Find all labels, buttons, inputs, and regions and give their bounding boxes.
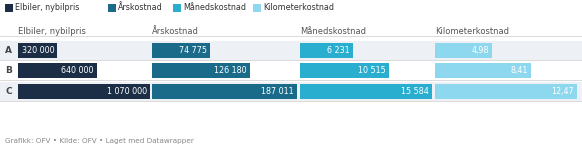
Bar xyxy=(5,4,13,12)
Bar xyxy=(435,84,577,99)
Bar xyxy=(0,41,582,60)
Text: Årskostnad: Årskostnad xyxy=(152,27,199,35)
Text: C: C xyxy=(5,87,12,96)
Bar xyxy=(152,84,297,99)
Text: 126 180: 126 180 xyxy=(214,66,247,75)
Text: 4,98: 4,98 xyxy=(471,46,489,55)
Bar xyxy=(152,63,250,78)
Bar xyxy=(0,82,582,101)
Text: Elbiler, nybilpris: Elbiler, nybilpris xyxy=(18,27,86,35)
Text: A: A xyxy=(5,46,12,55)
Text: 10 515: 10 515 xyxy=(359,66,386,75)
Text: Elbiler, nybilpris: Elbiler, nybilpris xyxy=(15,3,79,13)
Bar xyxy=(300,43,353,58)
Bar xyxy=(253,4,261,12)
Bar xyxy=(300,84,432,99)
Text: 12,47: 12,47 xyxy=(551,87,574,96)
Text: 187 011: 187 011 xyxy=(261,87,294,96)
Text: Grafikk: OFV • Kilde: OFV • Laget med Datawrapper: Grafikk: OFV • Kilde: OFV • Laget med Da… xyxy=(5,138,194,144)
Text: 1 070 000: 1 070 000 xyxy=(107,87,147,96)
Bar xyxy=(152,43,210,58)
Bar xyxy=(435,43,492,58)
Bar xyxy=(300,63,389,78)
Bar xyxy=(18,63,97,78)
Bar xyxy=(173,4,182,12)
Text: 74 775: 74 775 xyxy=(179,46,207,55)
Bar xyxy=(108,4,116,12)
Text: 8,41: 8,41 xyxy=(510,66,528,75)
Text: Månedskostnad: Månedskostnad xyxy=(183,3,246,13)
Text: 6 231: 6 231 xyxy=(327,46,350,55)
Bar xyxy=(18,43,58,58)
Text: 15 584: 15 584 xyxy=(401,87,429,96)
Bar xyxy=(18,84,150,99)
Text: Månedskostnad: Månedskostnad xyxy=(300,27,366,35)
Bar xyxy=(435,63,531,78)
Text: 640 000: 640 000 xyxy=(62,66,94,75)
Text: Årskostnad: Årskostnad xyxy=(118,3,163,13)
Text: B: B xyxy=(5,66,12,75)
Text: Kilometerkostnad: Kilometerkostnad xyxy=(435,27,509,35)
Text: Kilometerkostnad: Kilometerkostnad xyxy=(263,3,334,13)
Bar xyxy=(0,61,582,80)
Text: 320 000: 320 000 xyxy=(22,46,55,55)
